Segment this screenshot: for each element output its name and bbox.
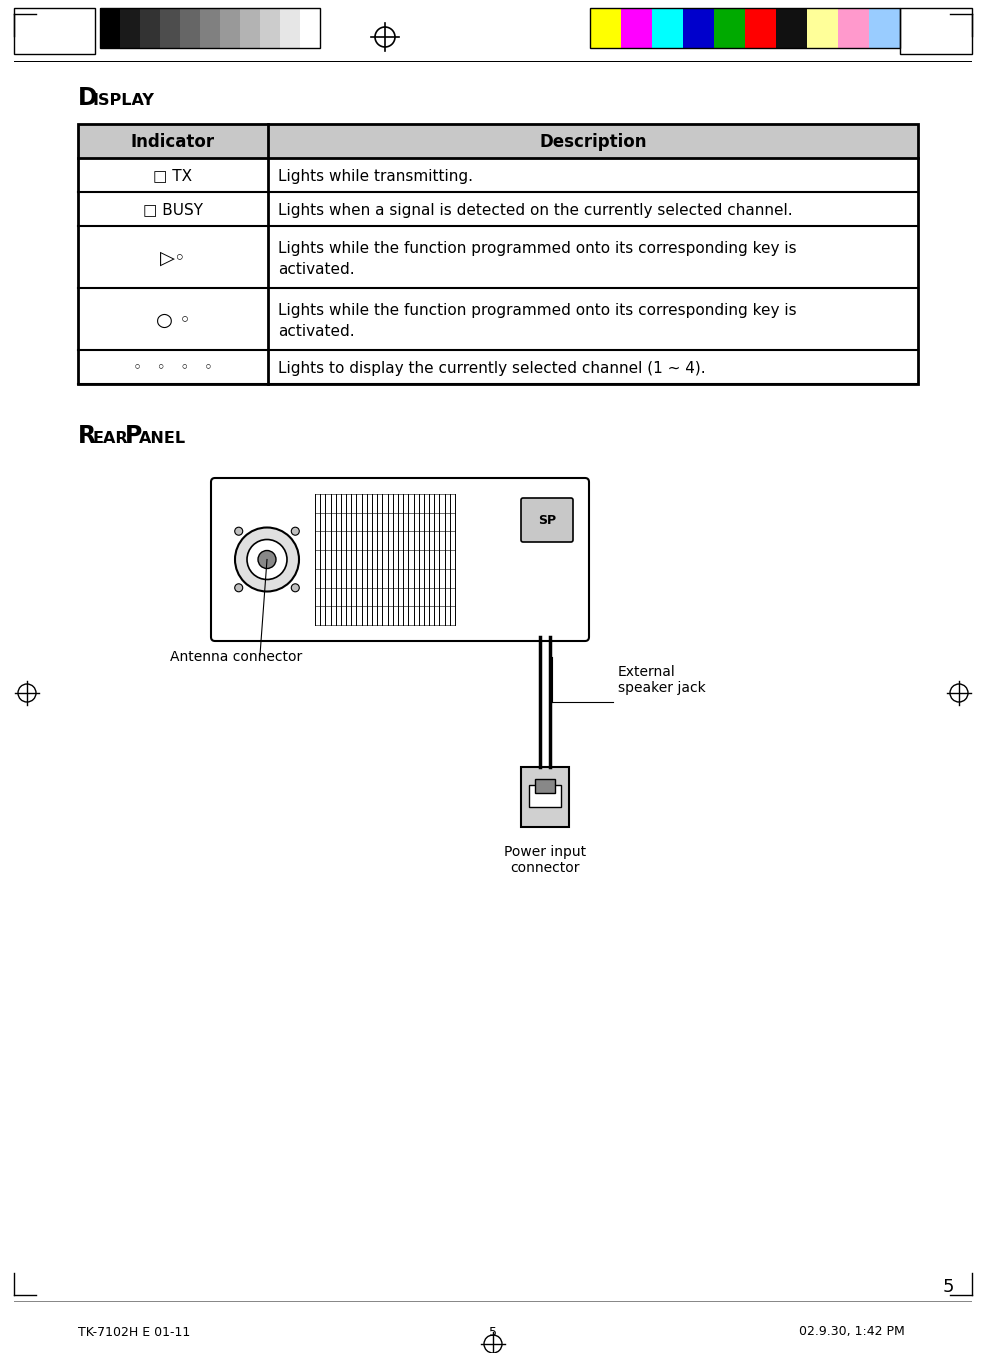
Text: ◦   ◦   ◦   ◦: ◦ ◦ ◦ ◦ — [133, 360, 213, 376]
Bar — [900, 8, 972, 54]
Bar — [621, 8, 652, 47]
Bar — [160, 8, 180, 47]
Bar — [652, 8, 683, 47]
Bar — [120, 8, 140, 47]
Text: Description: Description — [539, 133, 647, 152]
Bar — [300, 8, 320, 47]
Text: Antenna connector: Antenna connector — [170, 649, 303, 664]
Text: activated.: activated. — [278, 262, 355, 277]
Text: TK-7102H E 01-11: TK-7102H E 01-11 — [78, 1326, 190, 1338]
Bar — [807, 8, 838, 47]
Bar — [590, 8, 900, 47]
Bar — [838, 8, 869, 47]
Text: Power input
connector: Power input connector — [504, 846, 586, 875]
Text: □ BUSY: □ BUSY — [143, 203, 203, 218]
Bar — [529, 785, 561, 806]
Bar — [521, 767, 569, 827]
Text: EAR: EAR — [92, 432, 127, 446]
Bar — [590, 8, 621, 47]
Circle shape — [258, 551, 276, 568]
Circle shape — [247, 540, 287, 579]
Text: ISPLAY: ISPLAY — [93, 93, 155, 108]
Text: Lights while the function programmed onto its corresponding key is: Lights while the function programmed ont… — [278, 241, 797, 256]
Bar — [180, 8, 200, 47]
Bar — [280, 8, 300, 47]
Bar — [869, 8, 900, 47]
Bar — [683, 8, 714, 47]
Bar — [14, 8, 95, 54]
Text: activated.: activated. — [278, 325, 355, 340]
Bar — [78, 124, 918, 384]
Bar — [100, 8, 320, 47]
Text: Lights when a signal is detected on the currently selected channel.: Lights when a signal is detected on the … — [278, 203, 793, 218]
Text: D: D — [78, 87, 98, 110]
Bar — [78, 124, 918, 158]
Bar — [220, 8, 240, 47]
Bar — [100, 8, 120, 47]
Text: ▷◦: ▷◦ — [160, 249, 186, 268]
Circle shape — [291, 528, 300, 536]
Bar — [745, 8, 776, 47]
FancyBboxPatch shape — [211, 478, 589, 641]
Circle shape — [235, 528, 299, 591]
Bar — [776, 8, 807, 47]
Text: Lights to display the currently selected channel (1 ~ 4).: Lights to display the currently selected… — [278, 360, 706, 376]
Text: ○ ◦: ○ ◦ — [156, 310, 190, 330]
FancyBboxPatch shape — [521, 498, 573, 543]
Text: Lights while the function programmed onto its corresponding key is: Lights while the function programmed ont… — [278, 303, 797, 318]
Text: 02.9.30, 1:42 PM: 02.9.30, 1:42 PM — [800, 1326, 905, 1338]
Text: Lights while transmitting.: Lights while transmitting. — [278, 169, 473, 184]
Circle shape — [235, 528, 243, 536]
Bar — [535, 779, 555, 793]
Text: External
speaker jack: External speaker jack — [618, 666, 706, 695]
Text: Indicator: Indicator — [131, 133, 215, 152]
Bar — [714, 8, 745, 47]
Bar — [140, 8, 160, 47]
Circle shape — [291, 583, 300, 591]
Circle shape — [235, 583, 243, 591]
Bar — [200, 8, 220, 47]
Bar — [240, 8, 260, 47]
Text: ANEL: ANEL — [139, 432, 186, 446]
Text: R: R — [78, 423, 96, 448]
Text: P: P — [125, 423, 142, 448]
Bar — [260, 8, 280, 47]
Bar — [14, 1300, 972, 1302]
Text: □ TX: □ TX — [154, 169, 192, 184]
Text: 5: 5 — [943, 1279, 953, 1296]
Text: SP: SP — [538, 514, 556, 526]
Text: 5: 5 — [489, 1326, 497, 1338]
